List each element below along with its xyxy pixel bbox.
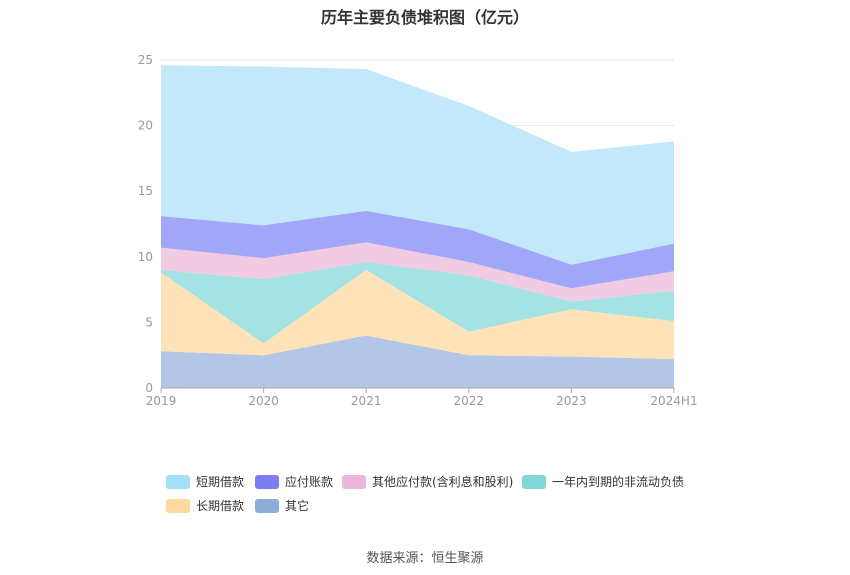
y-tick-label: 20 — [138, 119, 153, 133]
legend-item[interactable]: 一年内到期的非流动负债 — [522, 473, 684, 490]
legend-swatch — [342, 474, 366, 489]
y-tick-label: 15 — [138, 184, 153, 198]
legend-swatch — [255, 474, 279, 489]
area-series-一年内到期的非流动负债 — [161, 262, 674, 344]
area-series-其它 — [161, 335, 674, 388]
stacked-area-chart: 0 5 10 15 20 25 2019 2020 2021 2022 2023 2024H1 — [138, 53, 698, 408]
y-tick-label: 5 — [145, 315, 153, 329]
legend-swatch — [166, 474, 190, 489]
legend-item[interactable]: 长期借款 — [166, 497, 244, 514]
x-tick-label: 2023 — [556, 394, 587, 408]
x-tick-label: 2022 — [454, 394, 485, 408]
legend-item[interactable]: 短期借款 — [166, 473, 244, 490]
legend-swatch — [166, 498, 190, 513]
y-tick-label: 10 — [138, 250, 153, 264]
x-tick-label: 2020 — [248, 394, 279, 408]
chart-title: 历年主要负债堆积图（亿元） — [320, 8, 529, 27]
area-series-长期借款 — [161, 269, 674, 360]
area-series-应付账款 — [161, 210, 674, 289]
legend-swatch — [522, 474, 546, 489]
legend-label: 其它 — [285, 499, 310, 513]
y-tick-label: 0 — [145, 381, 153, 395]
legend-item[interactable]: 其它 — [255, 497, 309, 514]
legend-label: 应付账款 — [285, 475, 334, 489]
legend-label: 长期借款 — [196, 499, 245, 513]
legend-label: 一年内到期的非流动负债 — [552, 475, 685, 489]
data-source: 数据来源：恒生聚源 — [366, 551, 484, 566]
y-tick-label: 25 — [138, 53, 153, 67]
x-tick-label: 2021 — [351, 394, 382, 408]
legend-label: 其他应付款(含利息和股利) — [372, 475, 514, 489]
legend-label: 短期借款 — [196, 475, 245, 489]
area-series-短期借款 — [161, 65, 674, 265]
legend-swatch — [255, 498, 279, 513]
area-series-其他应付款(含利息和股利) — [161, 242, 674, 302]
x-tick-label: 2019 — [146, 394, 177, 408]
x-tick-label: 2024H1 — [650, 394, 697, 408]
legend-item[interactable]: 其他应付款(含利息和股利) — [342, 473, 513, 490]
legend-item[interactable]: 应付账款 — [255, 473, 333, 490]
